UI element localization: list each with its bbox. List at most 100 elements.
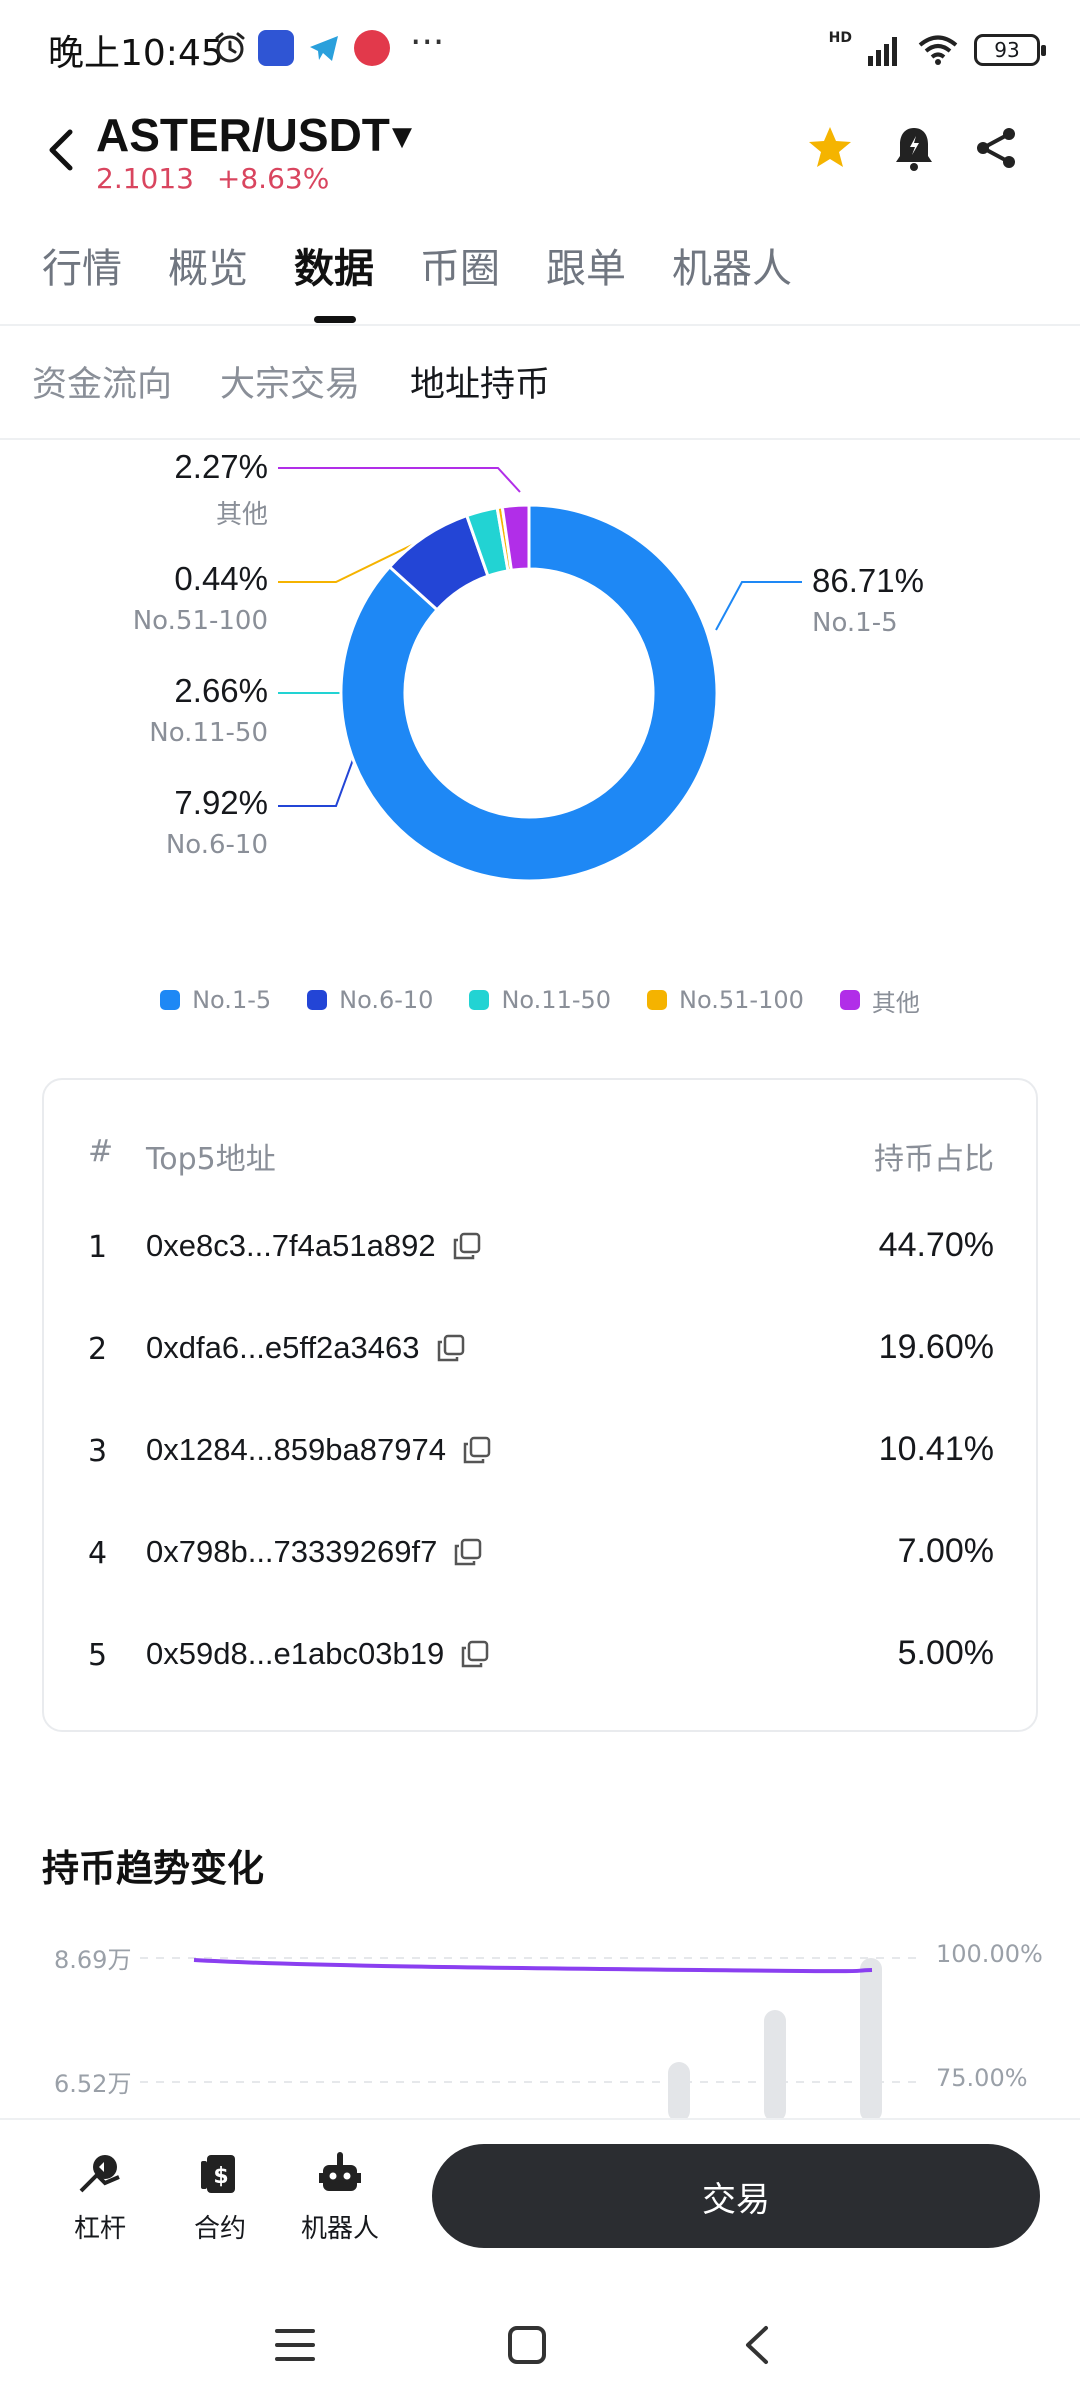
donut-slice-4[interactable] — [500, 503, 531, 572]
divider — [0, 324, 1080, 326]
holding-trend-chart: 8.69万 6.52万 100.00% 75.00% — [0, 1930, 1080, 2120]
copy-icon[interactable] — [453, 1537, 483, 1567]
status-right: HD 93 — [829, 30, 1046, 70]
leverage-label: 杠杆 — [73, 2214, 126, 2244]
row-share: 44.70% — [878, 1226, 994, 1264]
legend-swatch — [647, 990, 668, 1010]
left-tick: 8.69万 — [54, 1946, 132, 1974]
share-button[interactable] — [968, 120, 1024, 176]
address-text: 0xdfa6...e5ff2a3463 — [146, 1330, 420, 1365]
legend-item-top5[interactable]: No.1-5 — [160, 980, 271, 1020]
label-name-other: 其他 — [215, 500, 268, 530]
row-address: 0x798b...73339269f7 — [146, 1534, 483, 1570]
pair-title[interactable]: ASTER/USDT — [96, 109, 390, 161]
price-line: 2.1013 +8.63% — [96, 162, 343, 195]
donut-slice-0[interactable] — [339, 503, 719, 883]
trend-bar — [860, 1958, 882, 2120]
status-bar: 晚上10:45 ··· HD 93 — [0, 0, 1080, 100]
svg-text:$: $ — [213, 2164, 228, 2189]
star-icon — [809, 127, 851, 167]
alert-bell-icon — [896, 128, 932, 171]
copy-icon[interactable] — [460, 1639, 490, 1669]
legend-swatch — [307, 990, 328, 1010]
row-share: 10.41% — [878, 1430, 994, 1468]
legend-item-6-10[interactable]: No.6-10 — [307, 980, 433, 1020]
legend-swatch — [469, 990, 490, 1010]
price-change: +8.63% — [216, 162, 330, 195]
leader-line-other — [278, 467, 521, 493]
tab-bots[interactable]: 机器人 — [672, 246, 792, 292]
tab-copy-trade[interactable]: 跟单 — [546, 246, 626, 292]
leader-line-6-10 — [278, 745, 359, 807]
last-price: 2.1013 — [96, 162, 194, 195]
legend-swatch — [839, 990, 860, 1010]
row-share: 19.60% — [878, 1328, 994, 1366]
pair-dropdown-caret-icon[interactable]: ▼ — [392, 122, 412, 152]
tab-data[interactable]: 数据 — [294, 246, 374, 292]
status-time: 晚上10:45 — [48, 33, 224, 74]
row-rank: 4 — [88, 1536, 108, 1571]
legend-label: No.51-100 — [679, 986, 804, 1014]
legend-item-51-100[interactable]: No.51-100 — [647, 980, 804, 1020]
label-pct-51-100: 0.44% — [174, 560, 268, 597]
legend-item-11-50[interactable]: No.11-50 — [469, 980, 611, 1020]
row-address: 0x59d8...e1abc03b19 — [146, 1636, 490, 1672]
bot-label: 机器人 — [300, 2214, 379, 2244]
favorite-button[interactable] — [802, 120, 858, 176]
subtab-fund-flow[interactable]: 资金流向 — [32, 365, 173, 405]
row-address: 0x1284...859ba87974 — [146, 1432, 492, 1468]
table-row: 2 0xdfa6...e5ff2a3463 19.60% — [44, 1316, 1036, 1386]
table-row: 1 0xe8c3...7f4a51a892 44.70% — [44, 1214, 1036, 1284]
sub-tabs: 资金流向 大宗交易 地址持币 — [0, 350, 1080, 430]
trend-bar — [764, 2010, 786, 2120]
copy-icon[interactable] — [462, 1435, 492, 1465]
trade-button[interactable]: 交易 — [432, 2144, 1040, 2248]
tab-market[interactable]: 行情 — [42, 246, 122, 292]
table-row: 5 0x59d8...e1abc03b19 5.00% — [44, 1622, 1036, 1692]
telegram-icon — [310, 36, 338, 61]
legend-label: No.6-10 — [339, 986, 434, 1014]
subtab-block-trades[interactable]: 大宗交易 — [220, 365, 361, 405]
menu-button[interactable] — [260, 2310, 330, 2380]
trend-title: 持币趋势变化 — [42, 1847, 264, 1890]
active-tab-indicator — [314, 316, 356, 323]
bottom-action-bar: 杠杆 $ 合约 机器人 交易 — [0, 2118, 1080, 2288]
address-text: 0x1284...859ba87974 — [146, 1432, 446, 1467]
col-header-index: # — [88, 1134, 114, 1169]
bot-button[interactable]: 机器人 — [290, 2150, 390, 2245]
home-button[interactable] — [492, 2310, 562, 2380]
robot-icon — [316, 2150, 364, 2198]
label-name-51-100: No.51-100 — [132, 606, 268, 636]
label-pct-other: 2.27% — [174, 448, 268, 485]
legend-label: 其他 — [871, 988, 920, 1017]
price-alert-button[interactable] — [886, 120, 942, 176]
address-text: 0xe8c3...7f4a51a892 — [146, 1228, 436, 1263]
futures-icon: $ — [196, 2150, 244, 2198]
label-name-top5: No.1-5 — [812, 608, 898, 638]
row-rank: 5 — [88, 1638, 108, 1673]
tab-overview[interactable]: 概览 — [168, 246, 248, 292]
leverage-button[interactable]: 杠杆 — [50, 2150, 150, 2245]
address-text: 0x59d8...e1abc03b19 — [146, 1636, 445, 1671]
system-back-button[interactable] — [722, 2310, 792, 2380]
copy-icon[interactable] — [436, 1333, 466, 1363]
label-name-6-10: No.6-10 — [165, 830, 268, 860]
table-row: 3 0x1284...859ba87974 10.41% — [44, 1418, 1036, 1488]
system-nav-bar — [0, 2288, 1080, 2400]
table-row: 4 0x798b...73339269f7 7.00% — [44, 1520, 1036, 1590]
col-header-address: Top5地址 — [146, 1142, 276, 1177]
divider — [0, 438, 1080, 440]
row-rank: 1 — [88, 1230, 108, 1265]
subtab-address-holdings[interactable]: 地址持币 — [410, 365, 551, 405]
donut-chart — [278, 467, 802, 883]
home-square-icon — [508, 2326, 546, 2364]
futures-label: 合约 — [193, 2214, 246, 2244]
back-button[interactable] — [36, 120, 86, 180]
back-triangle-icon — [746, 2326, 768, 2364]
copy-icon[interactable] — [452, 1231, 482, 1261]
futures-button[interactable]: $ 合约 — [170, 2150, 270, 2245]
tab-community[interactable]: 币圈 — [420, 246, 500, 292]
right-tick: 100.00% — [936, 1940, 1043, 1968]
row-share: 7.00% — [897, 1532, 994, 1570]
legend-item-other[interactable]: 其他 — [839, 980, 920, 1020]
